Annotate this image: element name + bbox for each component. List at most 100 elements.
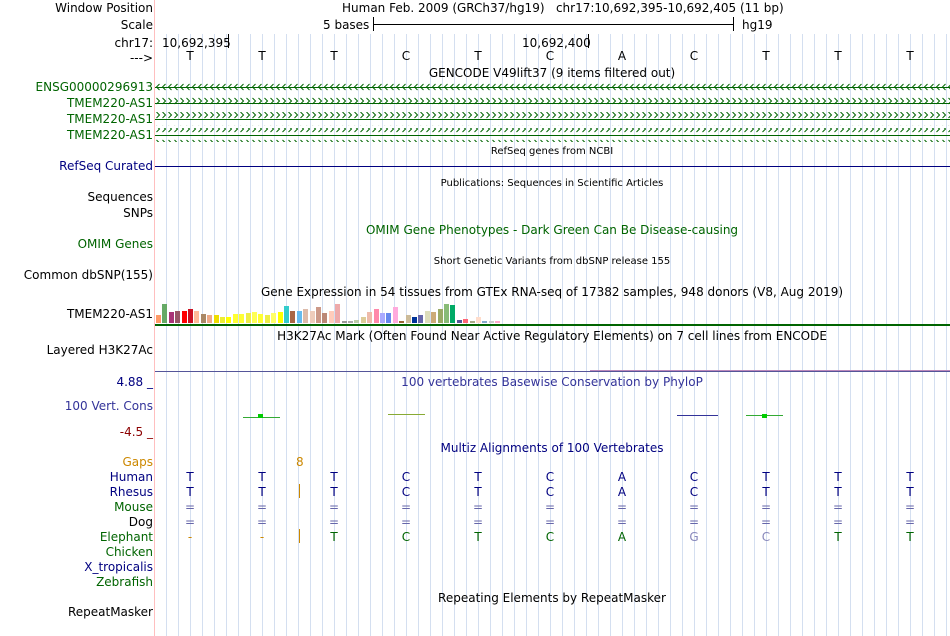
gtex-tissue-bar[interactable] — [156, 315, 161, 323]
dbsnp-track-label[interactable]: Common dbSNP(155) — [23, 268, 153, 282]
gtex-tissue-bar[interactable] — [469, 321, 475, 323]
gaps-label[interactable]: Gaps — [122, 455, 153, 469]
gencode-features[interactable] — [155, 80, 950, 144]
species-label[interactable]: Mouse — [114, 500, 153, 514]
gtex-tissue-bar[interactable] — [303, 309, 309, 323]
gtex-tissue-bar[interactable] — [220, 317, 225, 323]
aligned-base: T — [258, 485, 266, 499]
gtex-gene-line[interactable] — [155, 324, 950, 326]
snps-track-label[interactable]: SNPs — [123, 206, 153, 220]
insertion-marker — [299, 529, 300, 543]
gtex-tissue-bar[interactable] — [386, 313, 392, 323]
gtex-tissue-bar[interactable] — [175, 311, 181, 323]
gtex-tissue-bar[interactable] — [341, 321, 347, 323]
omim-track-label[interactable]: OMIM Genes — [77, 237, 153, 251]
species-label[interactable]: Rhesus — [109, 485, 153, 499]
gtex-tissue-bar[interactable] — [296, 311, 302, 323]
gtex-tissue-bar[interactable] — [181, 311, 187, 323]
coord-tick-1 — [228, 34, 229, 48]
gtex-tissue-bar[interactable] — [335, 304, 341, 323]
gencode-item-label[interactable]: TMEM220-AS1 — [66, 128, 153, 142]
refseq-track-title: RefSeq genes from NCBI — [490, 146, 614, 157]
gtex-tissue-bar[interactable] — [354, 320, 360, 323]
gtex-tissue-bar[interactable] — [252, 312, 257, 323]
h3k27ac-track-label[interactable]: Layered H3K27Ac — [46, 343, 153, 357]
gtex-tissue-bar[interactable] — [290, 311, 296, 323]
gtex-tissue-bar[interactable] — [239, 314, 245, 323]
gtex-tissue-bar[interactable] — [258, 314, 264, 323]
aligned-base: = — [400, 515, 412, 529]
gtex-tissue-bar[interactable] — [367, 312, 373, 323]
gtex-tissue-bar[interactable] — [245, 313, 251, 323]
gencode-item-label[interactable]: TMEM220-AS1 — [66, 112, 153, 126]
conservation-track-label[interactable]: 100 Vert. Cons — [64, 399, 153, 413]
gtex-tissue-bar[interactable] — [213, 315, 219, 323]
gtex-tissue-bar[interactable] — [412, 317, 417, 323]
gtex-bar-chart[interactable] — [156, 301, 536, 323]
gtex-tissue-bar[interactable] — [188, 309, 193, 323]
gtex-tissue-bar[interactable] — [328, 311, 334, 323]
gtex-tissue-bar[interactable] — [200, 314, 206, 323]
gtex-tissue-bar[interactable] — [482, 321, 488, 323]
species-label[interactable]: Zebrafish — [96, 575, 153, 589]
reference-base: C — [401, 49, 411, 63]
gtex-tissue-bar[interactable] — [322, 313, 328, 323]
aligned-base: T — [906, 470, 914, 484]
gtex-tissue-bar[interactable] — [226, 317, 232, 323]
gtex-tissue-bar[interactable] — [271, 313, 277, 323]
conservation-plot[interactable] — [155, 410, 950, 422]
gtex-tissue-bar[interactable] — [424, 311, 430, 323]
gtex-tissue-bar[interactable] — [463, 319, 469, 323]
conservation-ymax: 4.88 _ — [116, 375, 153, 389]
gtex-tissue-bar[interactable] — [450, 305, 456, 323]
gtex-tissue-bar[interactable] — [495, 321, 501, 323]
gtex-tissue-bar[interactable] — [284, 306, 289, 323]
gtex-tissue-bar[interactable] — [194, 311, 200, 323]
aligned-base: T — [906, 530, 914, 544]
aligned-base: T — [330, 470, 338, 484]
gtex-tissue-bar[interactable] — [277, 312, 283, 323]
conservation-ymin: -4.5 _ — [119, 425, 153, 439]
gtex-tissue-bar[interactable] — [316, 307, 321, 323]
gencode-item-label[interactable]: ENSG00000296913 — [35, 80, 153, 94]
species-label[interactable]: Dog — [128, 515, 153, 529]
gtex-tissue-bar[interactable] — [360, 317, 366, 323]
gtex-tissue-bar[interactable] — [380, 313, 385, 323]
gtex-tissue-bar[interactable] — [232, 314, 238, 323]
gtex-gene-label[interactable]: TMEM220-AS1 — [66, 307, 153, 321]
gtex-tissue-bar[interactable] — [431, 312, 437, 323]
gtex-tissue-bar[interactable] — [162, 304, 168, 323]
sequences-track-label[interactable]: Sequences — [87, 190, 153, 204]
aligned-base: = — [832, 500, 844, 514]
repeatmasker-track-label[interactable]: RepeatMasker — [67, 605, 153, 619]
species-label[interactable]: X_tropicalis — [84, 560, 153, 574]
gtex-tissue-bar[interactable] — [418, 315, 424, 323]
conservation-track-title: 100 vertebrates Basewise Conservation by… — [401, 375, 703, 389]
gtex-tissue-bar[interactable] — [476, 317, 481, 323]
gtex-tissue-bar[interactable] — [309, 311, 315, 323]
gtex-tissue-bar[interactable] — [405, 315, 411, 323]
omim-track-title: OMIM Gene Phenotypes - Dark Green Can Be… — [365, 223, 739, 237]
gtex-tissue-bar[interactable] — [264, 315, 270, 323]
species-label[interactable]: Chicken — [105, 545, 153, 559]
gtex-tissue-bar[interactable] — [207, 315, 213, 323]
gtex-tissue-bar[interactable] — [437, 309, 443, 323]
gencode-item-label[interactable]: TMEM220-AS1 — [66, 96, 153, 110]
gtex-tissue-bar[interactable] — [488, 321, 494, 323]
h3k27ac-track-title: H3K27Ac Mark (Often Found Near Active Re… — [277, 329, 827, 343]
gtex-tissue-bar[interactable] — [444, 304, 449, 323]
gtex-tissue-bar[interactable] — [392, 307, 398, 323]
gtex-tissue-bar[interactable] — [168, 312, 174, 323]
gtex-tissue-bar[interactable] — [456, 320, 462, 323]
gtex-tissue-bar[interactable] — [373, 309, 379, 323]
refseq-gene-line[interactable] — [155, 166, 950, 167]
gtex-tissue-bar[interactable] — [399, 321, 405, 323]
refseq-track-label[interactable]: RefSeq Curated — [59, 159, 153, 173]
species-label[interactable]: Human — [109, 470, 153, 484]
gtex-tissue-bar[interactable] — [348, 321, 353, 323]
dbsnp-track-title: Short Genetic Variants from dbSNP releas… — [433, 256, 671, 267]
species-label[interactable]: Elephant — [99, 530, 153, 544]
